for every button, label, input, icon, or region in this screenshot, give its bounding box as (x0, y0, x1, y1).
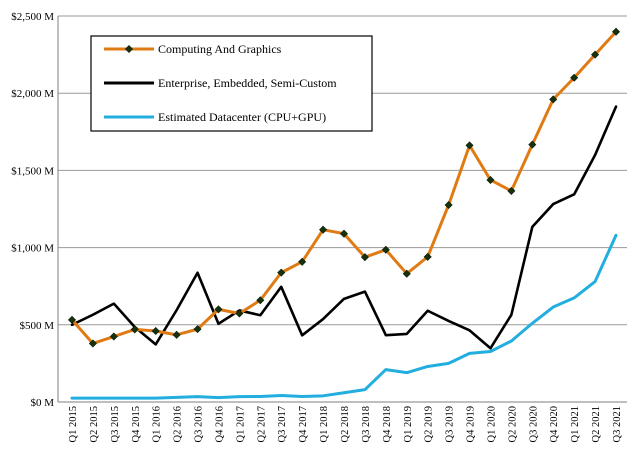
x-tick-label: Q4 2015 (131, 406, 142, 442)
x-tick-label: Q4 2016 (214, 406, 225, 442)
series-marker (235, 309, 244, 318)
y-tick-label: $2,000 M (11, 88, 54, 100)
y-tick-label: $1,000 M (11, 243, 54, 255)
y-tick-label: $1,500 M (11, 165, 54, 177)
series-marker (298, 257, 307, 266)
series-marker (528, 140, 537, 149)
x-tick-label: Q1 2021 (570, 406, 581, 442)
x-tick-label: Q1 2016 (152, 406, 163, 442)
series-marker (193, 325, 202, 334)
series-marker (591, 50, 600, 59)
x-tick-label: Q2 2016 (173, 406, 184, 442)
series-marker (549, 95, 558, 104)
x-tick-label: Q4 2018 (382, 406, 393, 442)
legend: Computing And Graphics Enterprise, Embedd… (90, 35, 373, 132)
series-marker (507, 186, 516, 195)
series-marker (423, 252, 432, 261)
x-tick-label: Q1 2015 (68, 406, 79, 442)
series-marker (67, 315, 77, 324)
x-tick-label: Q3 2021 (612, 406, 623, 442)
x-tick-label: Q2 2019 (424, 406, 435, 442)
series-marker (465, 141, 474, 150)
x-tick-label: Q3 2018 (361, 406, 372, 442)
x-tick-label: Q3 2016 (194, 406, 205, 442)
x-tick-label: Q1 2019 (403, 406, 414, 442)
series-marker (88, 339, 97, 348)
x-tick-label: Q1 2018 (319, 406, 330, 442)
series-marker (256, 296, 265, 305)
y-tick-label: $500 M (19, 320, 54, 332)
y-axis-ticks: $0 M $500 M $1,000 M $1,500 M $2,000 M $2,500… (11, 11, 54, 409)
x-tick-label: Q4 2020 (549, 406, 560, 442)
series-marker (339, 229, 349, 238)
series-marker (570, 73, 579, 82)
series-marker (130, 325, 139, 334)
x-tick-label: Q1 2020 (486, 406, 497, 442)
x-tick-label: Q1 2017 (235, 406, 246, 442)
series-marker (172, 330, 181, 339)
series-marker (611, 27, 621, 36)
x-tick-label: Q2 2017 (256, 406, 267, 442)
x-tick-label: Q2 2018 (340, 406, 351, 442)
series-marker (360, 253, 369, 262)
series-marker (319, 225, 328, 234)
legend-swatch-marker (124, 44, 134, 54)
series-marker (402, 269, 411, 278)
x-tick-label: Q2 2020 (507, 406, 518, 442)
series-marker (381, 245, 390, 254)
x-tick-label: Q2 2015 (89, 406, 100, 442)
x-tick-label: Q2 2021 (591, 406, 602, 442)
x-tick-label: Q3 2015 (110, 406, 121, 442)
series-marker (109, 332, 118, 341)
legend-label: Enterprise, Embedded, Semi-Custom (158, 76, 337, 90)
x-axis-ticks: Q1 2015 Q2 2015 Q3 2015 Q4 2015 Q1 2016 Q2 20… (68, 406, 623, 442)
x-tick-label: Q3 2020 (528, 406, 539, 442)
y-tick-label: $0 M (30, 397, 54, 409)
series-marker (214, 305, 223, 314)
y-tick-label: $2,500 M (11, 11, 54, 23)
series-line-2 (70, 233, 618, 400)
series-marker (277, 268, 286, 277)
series-markers (67, 27, 621, 348)
axes (57, 16, 627, 403)
series-marker (444, 200, 453, 210)
x-tick-label: Q4 2017 (298, 406, 309, 442)
legend-label: Computing And Graphics (158, 42, 282, 56)
x-tick-label: Q3 2019 (445, 406, 456, 442)
series-marker (486, 175, 495, 184)
x-tick-label: Q4 2019 (466, 406, 477, 442)
legend-label: Estimated Datacenter (CPU+GPU) (158, 110, 326, 124)
series-marker (151, 326, 160, 336)
x-tick-label: Q3 2017 (277, 406, 288, 442)
